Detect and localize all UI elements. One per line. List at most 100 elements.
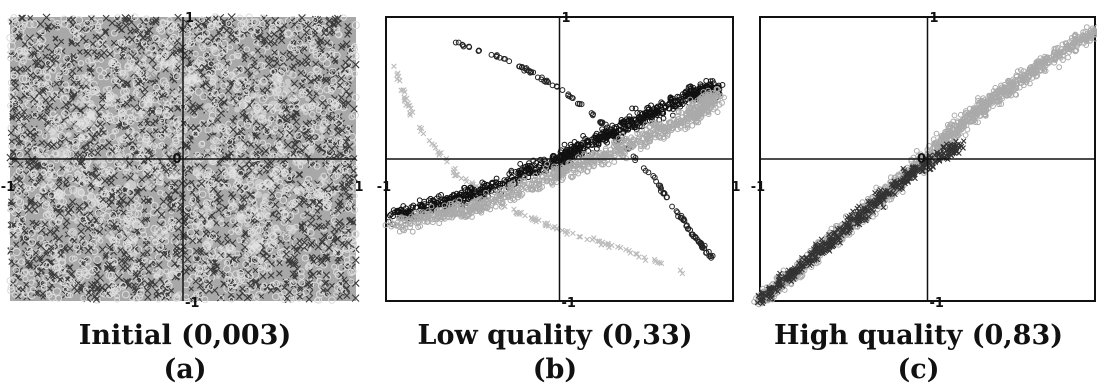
data-point [324, 161, 334, 171]
data-point [156, 142, 163, 149]
data-point [155, 26, 162, 33]
data-point [278, 114, 286, 122]
data-point [252, 133, 259, 140]
data-point [162, 110, 170, 119]
data-point [73, 23, 82, 32]
data-point [306, 261, 314, 269]
data-point [205, 247, 212, 254]
data-point [196, 103, 204, 111]
data-point [554, 225, 560, 232]
data-point [30, 20, 39, 28]
data-point [227, 277, 236, 286]
data-point [119, 108, 127, 117]
data-point [284, 78, 292, 86]
data-point [116, 43, 124, 51]
data-point [286, 175, 293, 182]
data-point [114, 104, 121, 111]
data-point [31, 111, 39, 119]
data-point [125, 80, 131, 86]
data-point [99, 92, 107, 100]
data-point [348, 113, 356, 121]
data-point [168, 216, 175, 223]
data-point [207, 22, 216, 31]
data-point [124, 243, 133, 252]
data-point [175, 223, 181, 228]
data-point [9, 149, 16, 156]
data-point [294, 24, 303, 32]
data-point [176, 271, 183, 278]
data-point [73, 217, 80, 224]
data-point [323, 253, 331, 261]
data-point [40, 260, 47, 267]
data-point [134, 210, 143, 218]
data-point [289, 260, 298, 269]
data-point [569, 95, 576, 102]
data-point [320, 30, 326, 37]
data-point [684, 222, 690, 229]
data-point [12, 266, 20, 274]
data-point [34, 193, 41, 200]
data-point [629, 105, 635, 112]
data-point [517, 161, 524, 167]
data-point [168, 184, 175, 191]
data-point [148, 56, 157, 64]
data-point [23, 281, 30, 288]
data-point [8, 160, 15, 167]
data-point [155, 54, 161, 60]
data-point [214, 62, 222, 70]
data-point [273, 175, 280, 182]
data-point [227, 13, 236, 22]
data-point [159, 197, 168, 206]
data-point [224, 276, 232, 284]
data-point [511, 206, 517, 213]
data-point [302, 120, 310, 128]
data-point [195, 104, 201, 111]
data-point [94, 270, 100, 277]
data-point [158, 244, 164, 250]
data-point [42, 261, 51, 270]
data-point [144, 147, 152, 155]
data-point [8, 206, 15, 213]
data-point [303, 233, 311, 241]
data-point [86, 64, 95, 73]
data-point [80, 259, 88, 268]
data-point [221, 47, 229, 55]
data-point [224, 59, 232, 67]
data-point [326, 52, 333, 59]
data-point [51, 141, 58, 148]
data-point [275, 209, 282, 216]
data-point [90, 198, 100, 207]
data-point [28, 185, 35, 192]
data-point [57, 252, 64, 258]
data-point [98, 103, 106, 111]
data-point [68, 93, 76, 100]
data-point [296, 39, 304, 47]
data-point [343, 257, 350, 264]
data-point [182, 72, 192, 83]
data-point [275, 34, 283, 42]
panel-a-letter: (a) [163, 354, 207, 385]
data-point [198, 286, 207, 295]
data-point [250, 204, 259, 214]
data-point [658, 99, 665, 106]
data-point [183, 205, 192, 214]
data-point [236, 14, 244, 22]
data-point [316, 214, 322, 221]
data-point [89, 80, 98, 89]
data-point [657, 182, 664, 189]
data-point [263, 249, 271, 258]
data-point [242, 183, 250, 192]
data-point [124, 153, 133, 161]
data-point [69, 21, 77, 29]
data-point [163, 127, 172, 136]
data-point [236, 184, 244, 192]
data-point [346, 185, 355, 193]
data-point [58, 87, 65, 94]
data-point [305, 145, 315, 156]
data-point [105, 93, 114, 102]
data-point [96, 228, 104, 236]
data-point [126, 55, 133, 61]
data-point [38, 81, 45, 88]
data-point [340, 229, 350, 239]
data-point [24, 149, 31, 156]
